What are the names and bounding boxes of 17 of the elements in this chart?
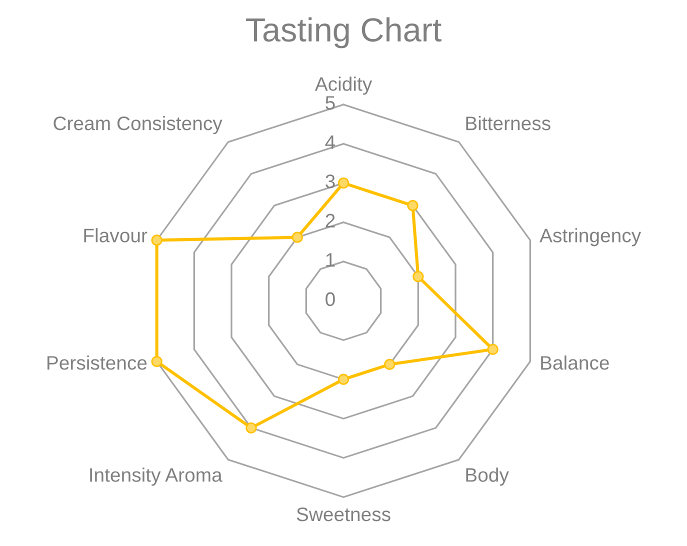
y-tick-label: 5 bbox=[326, 96, 335, 110]
y-tick-label: 2 bbox=[326, 214, 335, 228]
y-tick-label: 0 bbox=[326, 292, 335, 306]
y-tick-label: 4 bbox=[325, 135, 336, 149]
spoke-label: Flavour bbox=[84, 228, 148, 242]
chart-title: Tasting Chart bbox=[246, 17, 442, 48]
spoke-label: Cream Consistency bbox=[54, 116, 222, 134]
spoke-label: Body bbox=[466, 468, 509, 486]
spoke-label: Acidity bbox=[314, 76, 372, 95]
spoke-label: Bitterness bbox=[466, 116, 550, 130]
y-tick-label: 1 bbox=[326, 253, 335, 267]
spoke-label: Sweetness bbox=[296, 507, 390, 522]
y-tick-label: 3 bbox=[326, 174, 335, 188]
spoke-label: Persistence bbox=[47, 355, 147, 370]
spoke-label: Balance bbox=[541, 355, 609, 370]
spoke-label: Astringency bbox=[540, 228, 642, 246]
spoke-label: Intensity Aroma bbox=[90, 468, 222, 486]
